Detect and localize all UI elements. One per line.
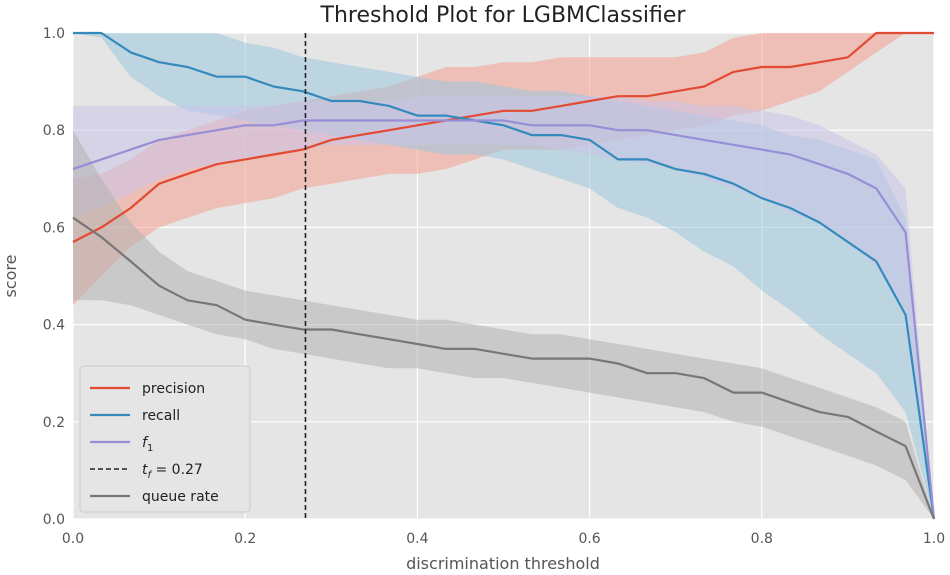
legend-label-recall: recall [142,408,180,424]
f1-band [73,96,934,519]
chart-title: Threshold Plot for LGBMClassifier [320,3,687,28]
x-tick-label: 0.6 [578,531,600,547]
legend-item-f1: f1 [90,435,153,454]
recall-line [73,31,936,520]
y-axis-ticks: 0.0 0.2 0.4 0.6 0.8 1.0 [43,26,65,528]
legend-label-f1: f1 [142,435,153,454]
legend-box [79,365,251,513]
x-tick-label: 1.0 [923,531,945,547]
legend: precision recall f1 tf = 0.27 queue rate [79,365,251,513]
x-axis-label: discrimination threshold [406,554,600,573]
x-tick-label: 0.8 [751,531,773,547]
queue_rate-line [72,216,936,520]
y-tick-label: 0.4 [43,318,65,334]
legend-item-precision: precision [90,381,205,397]
legend-item-queue_rate: queue rate [90,489,219,505]
series-lines [72,31,936,520]
legend-item-threshold: tf = 0.27 [90,462,203,481]
legend-item-recall: recall [90,408,180,424]
x-tick-label: 0.4 [406,531,428,547]
y-axis-label: score [1,255,20,298]
queue_rate-band [73,130,934,519]
precision-band [73,33,934,306]
confidence-bands [73,33,934,519]
y-tick-label: 0.0 [43,512,65,528]
x-tick-label: 0.2 [234,531,256,547]
y-tick-label: 0.6 [43,220,65,236]
y-tick-label: 0.8 [43,123,65,139]
precision-line [72,31,934,243]
x-axis-ticks: 0.0 0.2 0.4 0.6 0.8 1.0 [62,531,945,547]
x-tick-label: 0.0 [62,531,84,547]
legend-label-queue_rate: queue rate [142,489,219,505]
legend-label-precision: precision [142,381,205,397]
y-tick-label: 1.0 [43,26,65,42]
y-tick-label: 0.2 [43,415,65,431]
legend-label-threshold: tf = 0.27 [142,462,203,481]
f1-line [72,119,936,520]
